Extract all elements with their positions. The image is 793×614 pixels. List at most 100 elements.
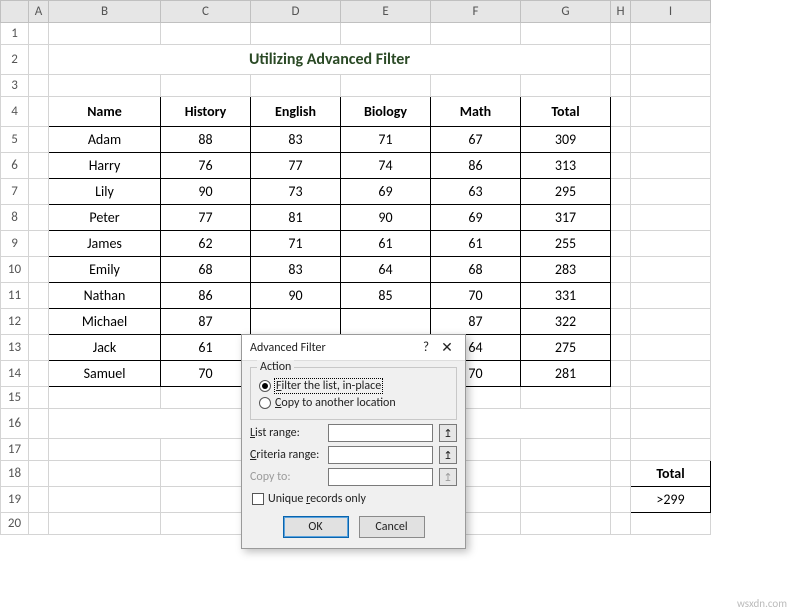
score-cell[interactable]: 68 xyxy=(431,257,521,283)
cell[interactable] xyxy=(251,23,341,45)
score-cell[interactable]: 61 xyxy=(161,335,251,361)
col-header-G[interactable]: G xyxy=(521,1,611,23)
cell[interactable] xyxy=(29,231,49,257)
score-cell[interactable]: 69 xyxy=(431,205,521,231)
cell[interactable] xyxy=(611,75,631,97)
cell[interactable] xyxy=(631,231,711,257)
cell[interactable] xyxy=(49,387,161,409)
total-cell[interactable]: 331 xyxy=(521,283,611,309)
score-cell[interactable]: 83 xyxy=(251,127,341,153)
criteria-value[interactable]: >299 xyxy=(631,487,711,513)
row-header-3[interactable]: 3 xyxy=(1,75,29,97)
row-header-4[interactable]: 4 xyxy=(1,97,29,127)
name-cell[interactable]: Peter xyxy=(49,205,161,231)
cell[interactable] xyxy=(611,231,631,257)
list-range-input[interactable] xyxy=(328,424,433,442)
cell[interactable] xyxy=(29,335,49,361)
row-header-19[interactable]: 19 xyxy=(1,487,29,513)
col-header-E[interactable]: E xyxy=(341,1,431,23)
name-cell[interactable]: Adam xyxy=(49,127,161,153)
cell[interactable] xyxy=(29,309,49,335)
cell[interactable] xyxy=(521,513,611,535)
col-header-I[interactable]: I xyxy=(631,1,711,23)
cell[interactable] xyxy=(631,309,711,335)
cell[interactable] xyxy=(631,361,711,387)
cell[interactable] xyxy=(29,409,49,439)
cell[interactable] xyxy=(631,23,711,45)
total-cell[interactable]: 283 xyxy=(521,257,611,283)
score-cell[interactable]: 73 xyxy=(251,179,341,205)
cell[interactable] xyxy=(29,153,49,179)
cell[interactable] xyxy=(161,513,251,535)
cell[interactable] xyxy=(521,387,611,409)
cell[interactable] xyxy=(631,513,711,535)
cell[interactable] xyxy=(631,283,711,309)
cell[interactable] xyxy=(521,439,611,461)
score-cell[interactable]: 86 xyxy=(431,153,521,179)
name-cell[interactable]: Harry xyxy=(49,153,161,179)
score-cell[interactable]: 61 xyxy=(341,231,431,257)
cell[interactable] xyxy=(161,439,251,461)
name-cell[interactable]: Jack xyxy=(49,335,161,361)
unique-records-checkbox[interactable]: Unique records only xyxy=(252,492,455,506)
row-header-1[interactable]: 1 xyxy=(1,23,29,45)
col-header-D[interactable]: D xyxy=(251,1,341,23)
cell[interactable] xyxy=(631,97,711,127)
cell[interactable] xyxy=(29,439,49,461)
row-header-10[interactable]: 10 xyxy=(1,257,29,283)
total-cell[interactable]: 317 xyxy=(521,205,611,231)
score-cell[interactable]: 83 xyxy=(251,257,341,283)
row-header-11[interactable]: 11 xyxy=(1,283,29,309)
range-picker-button[interactable]: ↥ xyxy=(439,446,457,464)
cancel-button[interactable]: Cancel xyxy=(359,516,425,538)
cell[interactable] xyxy=(631,257,711,283)
cell[interactable] xyxy=(49,75,161,97)
score-cell[interactable]: 68 xyxy=(161,257,251,283)
close-button[interactable]: ✕ xyxy=(435,339,459,356)
cell[interactable] xyxy=(611,23,631,45)
total-cell[interactable]: 275 xyxy=(521,335,611,361)
cell[interactable] xyxy=(611,513,631,535)
row-header-16[interactable]: 16 xyxy=(1,409,29,439)
col-header-B[interactable]: B xyxy=(49,1,161,23)
cell[interactable] xyxy=(611,97,631,127)
score-cell[interactable] xyxy=(251,309,341,335)
score-cell[interactable]: 74 xyxy=(341,153,431,179)
cell[interactable] xyxy=(631,409,711,439)
cell[interactable] xyxy=(611,127,631,153)
total-cell[interactable]: 255 xyxy=(521,231,611,257)
col-header-H[interactable]: H xyxy=(611,1,631,23)
row-header-12[interactable]: 12 xyxy=(1,309,29,335)
cell[interactable] xyxy=(611,487,631,513)
cell[interactable] xyxy=(631,387,711,409)
score-cell[interactable]: 81 xyxy=(251,205,341,231)
cell[interactable] xyxy=(631,439,711,461)
row-header-14[interactable]: 14 xyxy=(1,361,29,387)
cell[interactable] xyxy=(29,361,49,387)
score-cell[interactable]: 64 xyxy=(341,257,431,283)
score-cell[interactable]: 70 xyxy=(161,361,251,387)
cell[interactable] xyxy=(29,487,49,513)
cell[interactable] xyxy=(251,75,341,97)
cell[interactable] xyxy=(611,179,631,205)
score-cell[interactable]: 90 xyxy=(341,205,431,231)
score-cell[interactable]: 76 xyxy=(161,153,251,179)
score-cell[interactable]: 88 xyxy=(161,127,251,153)
cell[interactable] xyxy=(29,257,49,283)
row-header-5[interactable]: 5 xyxy=(1,127,29,153)
cell[interactable] xyxy=(611,409,631,439)
cell[interactable] xyxy=(341,75,431,97)
name-cell[interactable]: Michael xyxy=(49,309,161,335)
cell[interactable] xyxy=(521,75,611,97)
score-cell[interactable] xyxy=(341,309,431,335)
name-cell[interactable]: Nathan xyxy=(49,283,161,309)
cell[interactable] xyxy=(29,179,49,205)
name-cell[interactable]: Emily xyxy=(49,257,161,283)
name-cell[interactable]: Lily xyxy=(49,179,161,205)
total-cell[interactable]: 295 xyxy=(521,179,611,205)
cell[interactable] xyxy=(611,257,631,283)
row-header-18[interactable]: 18 xyxy=(1,461,29,487)
help-button[interactable]: ? xyxy=(417,340,435,355)
cell[interactable] xyxy=(49,487,161,513)
total-cell[interactable]: 309 xyxy=(521,127,611,153)
